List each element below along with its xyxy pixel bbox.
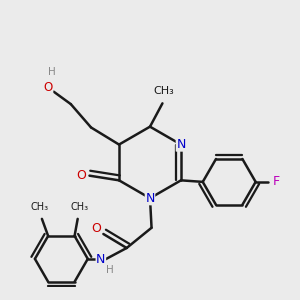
Text: CH₃: CH₃ <box>154 85 174 96</box>
Text: CH₃: CH₃ <box>30 202 49 212</box>
Text: N: N <box>96 253 106 266</box>
Text: N: N <box>145 192 155 205</box>
Text: O: O <box>92 222 101 235</box>
Text: H: H <box>48 67 56 77</box>
Text: CH₃: CH₃ <box>70 202 88 212</box>
Text: N: N <box>176 138 186 151</box>
Text: O: O <box>44 80 53 94</box>
Text: F: F <box>272 176 279 188</box>
Text: O: O <box>76 169 86 182</box>
Text: H: H <box>106 266 114 275</box>
